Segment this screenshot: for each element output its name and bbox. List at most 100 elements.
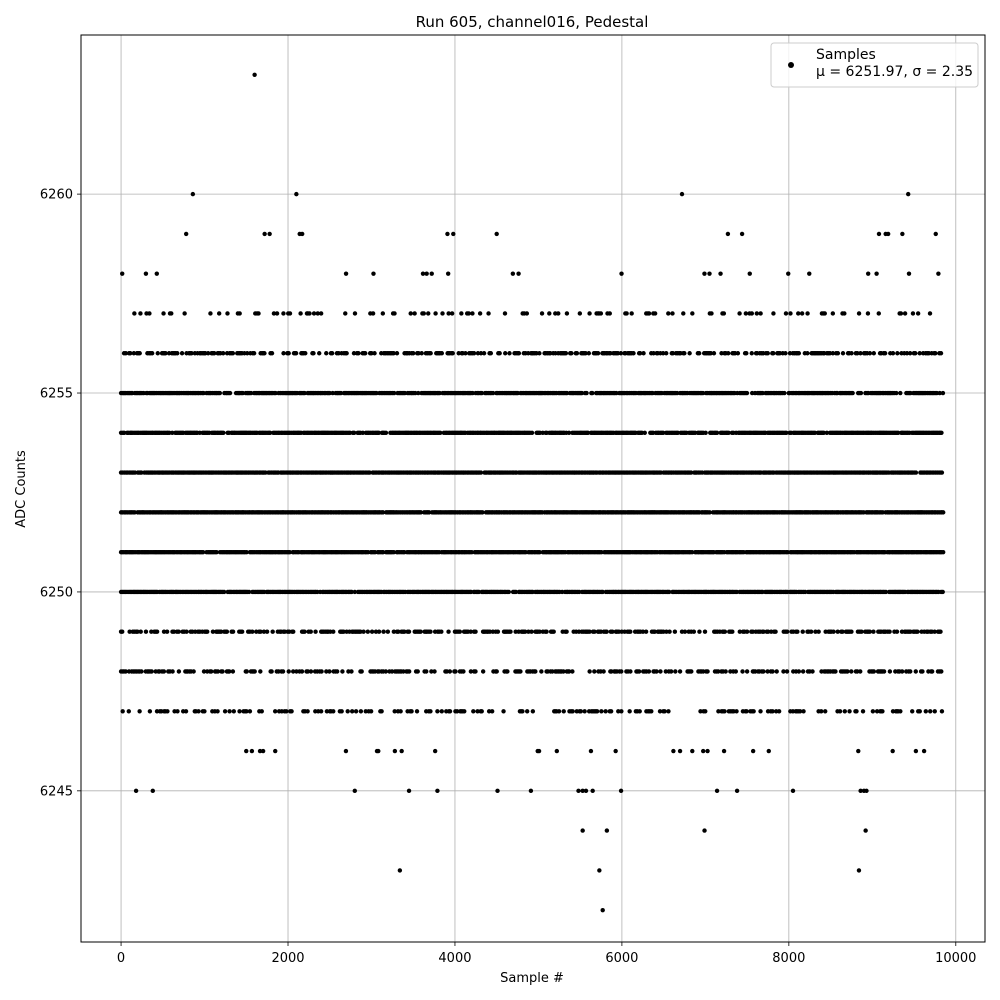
data-point [230, 351, 236, 356]
data-point [196, 709, 201, 714]
data-point [182, 311, 187, 316]
data-point [131, 351, 137, 356]
data-point [939, 430, 944, 436]
data-point [660, 351, 666, 356]
data-point [391, 390, 397, 396]
data-point [385, 629, 391, 634]
data-point [432, 748, 438, 754]
data-point [890, 351, 896, 356]
data-point [249, 748, 255, 754]
data-point [932, 709, 937, 714]
data-point [273, 390, 278, 396]
data-point [747, 271, 752, 276]
data-point [908, 669, 913, 674]
data-point [294, 191, 299, 197]
data-point [391, 351, 396, 356]
data-point [120, 709, 125, 714]
data-point [227, 390, 233, 396]
x-axis-label: Sample # [500, 971, 564, 986]
data-point [318, 311, 324, 316]
data-point [260, 748, 266, 754]
data-point [470, 390, 475, 396]
data-point [761, 629, 766, 634]
data-point [475, 351, 481, 356]
data-point [127, 629, 132, 634]
data-point [600, 589, 605, 595]
data-point [618, 788, 624, 794]
data-point [654, 669, 659, 674]
data-point [561, 709, 566, 714]
data-point [128, 351, 133, 356]
data-point [480, 510, 485, 515]
data-point [524, 709, 530, 714]
data-point [256, 311, 261, 316]
data-point [446, 629, 451, 634]
data-point [392, 311, 397, 316]
data-point [887, 629, 892, 634]
data-point [702, 629, 708, 634]
data-point [939, 470, 945, 475]
data-point [721, 748, 727, 754]
data-point [823, 709, 828, 714]
data-point [771, 351, 776, 356]
plot-frame [80, 34, 986, 943]
data-point [409, 709, 414, 714]
data-point [850, 390, 855, 396]
data-point [412, 311, 417, 316]
data-point [721, 311, 727, 316]
data-point [281, 311, 286, 316]
data-point [286, 351, 291, 356]
data-point [147, 709, 153, 714]
data-point [462, 709, 467, 714]
data-point [856, 868, 862, 873]
data-point [246, 589, 252, 595]
data-point [379, 709, 384, 714]
data-point [705, 669, 710, 674]
data-point [396, 629, 401, 634]
data-point [544, 629, 549, 634]
data-point [459, 311, 464, 316]
data-point [529, 430, 535, 436]
data-point [428, 629, 433, 634]
data-point [274, 311, 280, 316]
data-point [628, 629, 633, 634]
data-point [600, 907, 605, 913]
data-point [714, 788, 720, 794]
data-point [842, 311, 847, 316]
x-tick-label: 0 [117, 951, 125, 966]
data-point [524, 311, 530, 316]
data-point [424, 669, 429, 674]
data-point [139, 470, 144, 475]
data-point [939, 669, 944, 674]
data-point [478, 470, 484, 475]
data-point [898, 390, 903, 396]
y-tick-label: 6250 [40, 585, 73, 600]
data-point [220, 669, 225, 674]
data-point [313, 629, 318, 634]
data-point [176, 629, 181, 634]
x-tick-label: 6000 [605, 951, 638, 966]
data-point [708, 351, 713, 356]
data-point [865, 311, 871, 316]
data-point [586, 351, 592, 356]
data-point [750, 629, 755, 634]
data-point [215, 669, 221, 674]
data-point [758, 311, 763, 316]
data-point [682, 351, 687, 356]
data-point [913, 351, 918, 356]
data-point [640, 629, 646, 634]
data-point [486, 311, 491, 316]
data-point [267, 231, 272, 237]
data-point [604, 629, 609, 634]
data-point [345, 709, 350, 714]
data-point [376, 629, 382, 634]
data-point [642, 430, 647, 436]
data-point [273, 748, 278, 754]
data-point [516, 351, 522, 356]
data-point [707, 510, 712, 515]
data-point [735, 351, 741, 356]
data-point [331, 709, 336, 714]
data-point [906, 271, 912, 276]
data-point [592, 629, 597, 634]
